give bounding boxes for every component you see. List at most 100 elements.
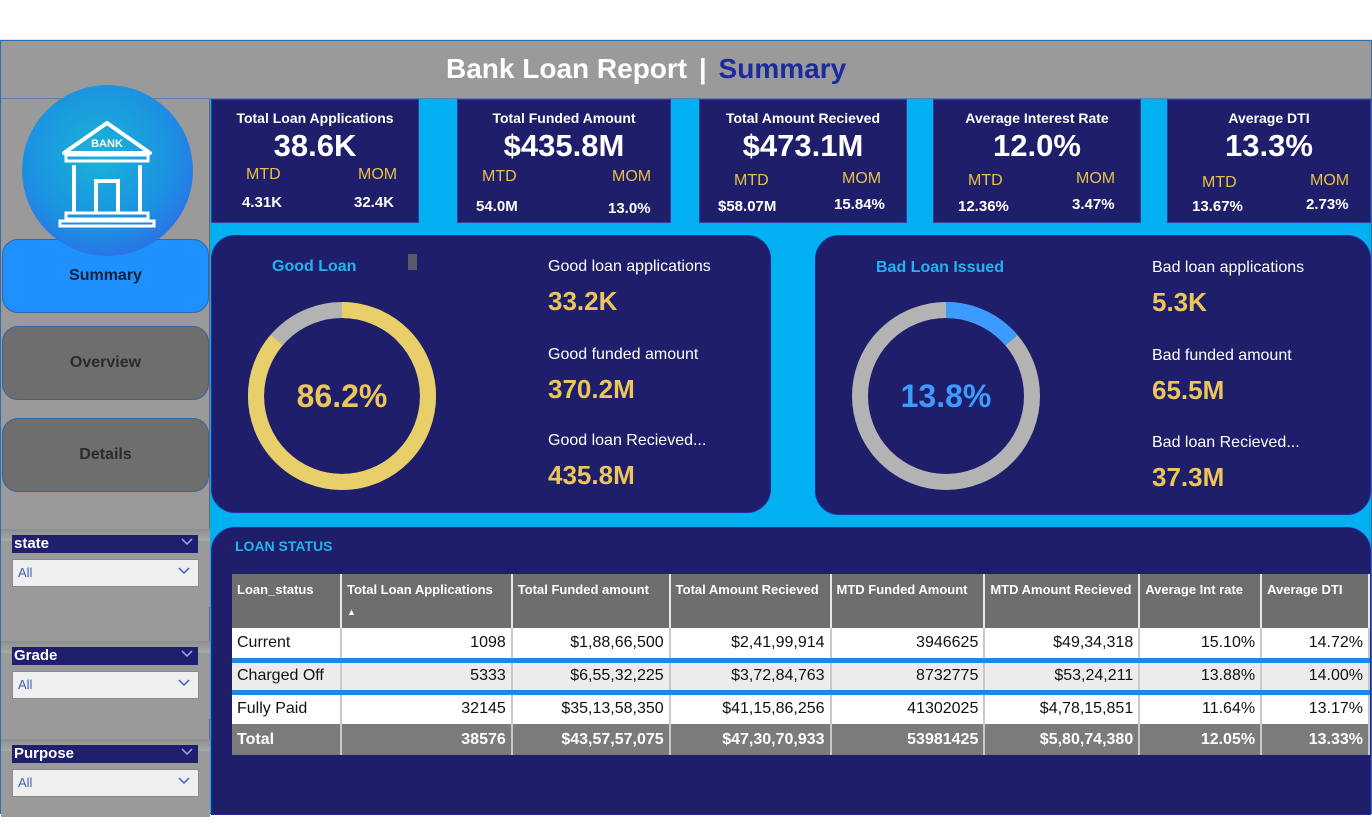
state-dropdown[interactable]: All <box>12 559 199 587</box>
table-cell: Total <box>232 724 342 755</box>
grade-dropdown[interactable]: All <box>12 671 199 699</box>
kpi-mom-label: MOM <box>1310 172 1350 189</box>
kpi-total-loan-applications: Total Loan Applications 38.6K MTD MOM 4.… <box>211 99 419 223</box>
nav-details-button[interactable]: Details <box>2 418 209 492</box>
column-header[interactable]: MTD Amount Recieved <box>984 574 1141 628</box>
table-cell: $6,55,32,225 <box>511 660 671 695</box>
title-page: Summary <box>718 53 847 84</box>
kpi-mom-value: 32.4K <box>354 194 395 211</box>
table-cell: $2,41,99,914 <box>669 628 832 663</box>
bad-loan-percent: 13.8% <box>900 377 992 414</box>
column-header[interactable]: MTD Funded Amount <box>830 574 986 628</box>
table-row[interactable]: Charged Off 5333 $6,55,32,225 $3,72,84,7… <box>232 660 1370 695</box>
good-loan-donut-chart <box>248 302 436 490</box>
loan-status-table: Loan_status Total Loan Applications ▲ Tot… <box>232 574 1370 755</box>
table-cell: $49,34,318 <box>984 628 1141 663</box>
kpi-total-amount-received: Total Amount Recieved $473.1M MTD MOM $5… <box>699 99 907 223</box>
slicer-label-text: Grade <box>14 647 58 664</box>
kpi-value: 13.3% <box>1225 128 1313 163</box>
table-cell: 32145 <box>340 692 513 724</box>
dropdown-value: All <box>18 677 33 692</box>
good-loan-percent: 86.2% <box>296 377 388 414</box>
column-header-text: Total Loan Applications <box>346 582 493 597</box>
chevron-down-icon <box>176 673 192 699</box>
column-header[interactable]: Average Int rate <box>1139 574 1263 628</box>
table-cell: $47,30,70,933 <box>669 724 832 755</box>
focus-mode-icon[interactable] <box>408 254 417 270</box>
state-slicer-label[interactable]: state <box>12 535 198 553</box>
table-cell: $1,88,66,500 <box>511 628 671 663</box>
purpose-slicer-label[interactable]: Purpose <box>12 745 198 763</box>
bad-loan-applications-label: Bad loan applications <box>1152 259 1305 276</box>
grade-slicer-label[interactable]: Grade <box>12 647 198 665</box>
kpi-mom-label: MOM <box>1076 170 1116 187</box>
table-cell: 12.05% <box>1139 724 1263 755</box>
kpi-average-dti: Average DTI 13.3% MTD MOM 13.67% 2.73% <box>1167 99 1371 223</box>
bad-funded-amount-label: Bad funded amount <box>1152 347 1292 364</box>
nav-overview-button[interactable]: Overview <box>2 326 209 400</box>
bad-loan-donut-arc <box>852 302 1040 490</box>
table-cell: 38576 <box>340 724 513 755</box>
purpose-dropdown[interactable]: All <box>12 769 199 797</box>
kpi-value: $473.1M <box>742 128 864 163</box>
kpi-mtd-label: MTD <box>246 166 281 183</box>
good-loan-title: Good Loan <box>272 258 357 275</box>
good-funded-amount-value: 370.2M <box>548 374 635 404</box>
column-header[interactable]: Average DTI <box>1261 574 1370 628</box>
slicer-label-text: state <box>14 535 50 552</box>
column-header[interactable]: Total Funded amount <box>511 574 671 628</box>
grade-slicer: Grade All <box>1 641 210 719</box>
table-cell: 1098 <box>340 628 513 663</box>
column-header[interactable]: Total Amount Recieved <box>669 574 832 628</box>
chevron-down-icon <box>180 535 194 554</box>
table-header-row: Loan_status Total Loan Applications ▲ Tot… <box>232 574 1370 628</box>
table-cell: $3,72,84,763 <box>669 660 832 695</box>
good-loan-applications-label: Good loan applications <box>548 258 711 275</box>
table-cell: 3946625 <box>830 628 986 663</box>
bad-loan-received-value: 37.3M <box>1152 462 1225 492</box>
good-loan-received-label: Good loan Recieved... <box>548 432 707 449</box>
sort-ascending-icon: ▲ <box>346 607 356 617</box>
table-total-row: Total 38576 $43,57,57,075 $47,30,70,933 … <box>232 724 1370 755</box>
loan-status-card: LOAN STATUS Loan_status Total Loan Appli… <box>211 527 1371 815</box>
top-strip <box>0 0 1372 40</box>
table-cell: $4,78,15,851 <box>984 692 1141 724</box>
kpi-mom-value: 3.47% <box>1072 196 1115 213</box>
table-cell: $41,15,86,256 <box>669 692 832 724</box>
loan-status-title: LOAN STATUS <box>235 538 333 554</box>
dropdown-value: All <box>18 565 33 580</box>
kpi-title: Average DTI <box>1228 110 1310 126</box>
table-cell: Current <box>232 628 342 663</box>
dropdown-value: All <box>18 775 33 790</box>
good-loan-applications-value: 33.2K <box>548 286 618 316</box>
table-cell: 41302025 <box>830 692 986 724</box>
column-header[interactable]: Loan_status <box>232 574 342 628</box>
table-cell: Charged Off <box>232 660 342 695</box>
table-cell: 13.88% <box>1139 660 1263 695</box>
slicer-label-text: Purpose <box>14 745 75 762</box>
kpi-mtd-label: MTD <box>1202 174 1237 191</box>
table-cell: 5333 <box>340 660 513 695</box>
kpi-mtd-label: MTD <box>734 172 769 189</box>
bad-loan-applications-value: 5.3K <box>1152 287 1207 317</box>
column-header-sorted[interactable]: Total Loan Applications ▲ <box>340 574 513 628</box>
table-cell: $53,24,211 <box>984 660 1141 695</box>
kpi-title: Total Funded Amount <box>492 110 636 126</box>
report-header: Bank Loan Report | Summary <box>1 41 1371 99</box>
chevron-down-icon <box>176 771 192 797</box>
table-cell: 11.64% <box>1139 692 1263 724</box>
kpi-mom-value: 13.0% <box>608 200 651 217</box>
table-cell: $5,80,74,380 <box>984 724 1141 755</box>
good-loan-donut-arc <box>248 302 436 490</box>
kpi-mom-label: MOM <box>842 170 882 187</box>
title-main: Bank Loan Report <box>446 53 688 84</box>
table-row[interactable]: Current 1098 $1,88,66,500 $2,41,99,914 3… <box>232 628 1370 663</box>
kpi-mtd-value: 4.31K <box>242 194 283 211</box>
kpi-mtd-value: $58.07M <box>718 198 777 215</box>
table-row[interactable]: Fully Paid 32145 $35,13,58,350 $41,15,86… <box>232 692 1370 724</box>
bank-logo: BANK <box>22 85 193 256</box>
bad-funded-amount-value: 65.5M <box>1152 375 1225 405</box>
kpi-total-funded-amount: Total Funded Amount $435.8M MTD MOM 54.0… <box>457 99 671 223</box>
good-loan-donut: 86.2% <box>246 300 438 492</box>
kpi-mom-value: 2.73% <box>1306 196 1349 213</box>
